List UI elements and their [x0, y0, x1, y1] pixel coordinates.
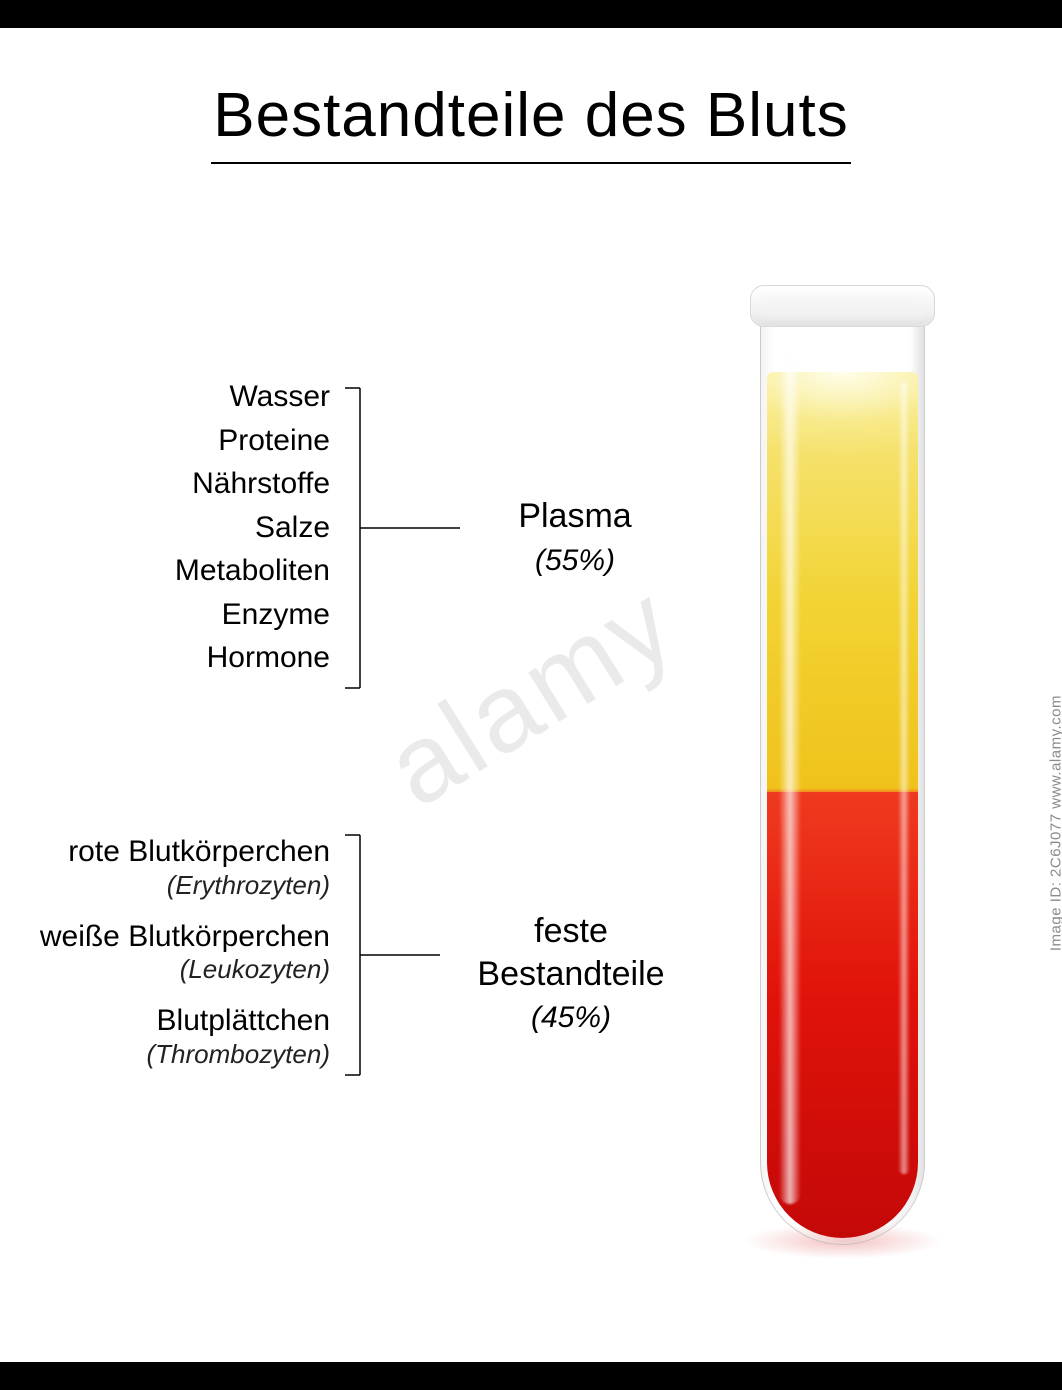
cells-bracket — [0, 0, 1062, 1390]
